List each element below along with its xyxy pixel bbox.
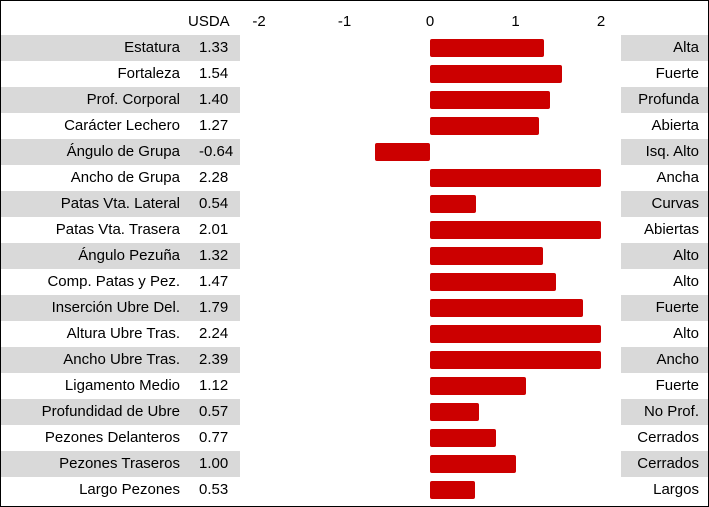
table-row: Ancho de Grupa 2.28 Ancha — [1, 165, 708, 191]
trait-value: 0.53 — [199, 481, 229, 498]
trait-value: 1.12 — [199, 377, 229, 394]
trait-label: Inserción Ubre Del. — [51, 299, 180, 316]
trait-value: 2.39 — [199, 351, 229, 368]
trait-value: 0.57 — [199, 403, 229, 420]
table-row: Estatura 1.33 Alta — [1, 35, 708, 61]
trait-value: 1.47 — [199, 273, 229, 290]
trait-label: Ángulo Pezuña — [78, 247, 180, 264]
trait-bar — [430, 325, 601, 343]
trait-bar — [430, 351, 601, 369]
table-row: Ángulo de Grupa -0.64 Isq. Alto — [1, 139, 708, 165]
trait-label: Estatura — [124, 39, 180, 56]
table-row: Pezones Traseros 1.00 Cerrados — [1, 451, 708, 477]
trait-label: Patas Vta. Lateral — [60, 195, 180, 212]
trait-rows: Estatura 1.33 Alta Fortaleza 1.54 Fuerte Prof.… — [1, 35, 708, 503]
trait-bar — [430, 455, 516, 473]
x-tick-label: 1 — [511, 13, 520, 30]
trait-value: 1.00 — [199, 455, 229, 472]
trait-label: Largo Pezones — [79, 481, 180, 498]
trait-value: 2.24 — [199, 325, 229, 342]
trait-bar — [430, 481, 476, 499]
x-tick-label: 2 — [596, 13, 606, 30]
table-row: Comp. Patas y Pez. 1.47 Alto — [1, 269, 708, 295]
trait-bar — [430, 247, 543, 265]
trait-label: Altura Ubre Tras. — [66, 325, 180, 342]
trait-bar — [430, 377, 526, 395]
table-row: Fortaleza 1.54 Fuerte — [1, 61, 708, 87]
trait-label: Prof. Corporal — [86, 91, 180, 108]
table-row: Prof. Corporal 1.40 Profunda — [1, 87, 708, 113]
table-row: Carácter Lechero 1.27 Abierta — [1, 113, 708, 139]
trait-descriptor: Alto — [673, 273, 699, 290]
trait-value: 1.79 — [199, 299, 229, 316]
trait-descriptor: No Prof. — [643, 403, 699, 420]
table-row: Profundidad de Ubre 0.57 No Prof. — [1, 399, 708, 425]
trait-bar — [430, 39, 544, 57]
trait-label: Pezones Delanteros — [44, 429, 180, 446]
table-row: Patas Vta. Lateral 0.54 Curvas — [1, 191, 708, 217]
trait-descriptor: Abierta — [651, 117, 699, 134]
trait-value: 1.33 — [199, 39, 229, 56]
trait-value: 1.27 — [199, 117, 229, 134]
trait-descriptor: Profunda — [638, 91, 699, 108]
trait-descriptor: Abiertas — [643, 221, 699, 238]
trait-bar — [430, 221, 601, 239]
table-row: Ángulo Pezuña 1.32 Alto — [1, 243, 708, 269]
trait-value: -0.64 — [199, 143, 234, 160]
x-tick-label: -1 — [337, 13, 352, 30]
trait-descriptor: Cerrados — [637, 429, 699, 446]
trait-bar — [375, 143, 430, 161]
trait-bar — [430, 273, 556, 291]
trait-bar — [430, 65, 562, 83]
table-row: Ancho Ubre Tras. 2.39 Ancho — [1, 347, 708, 373]
table-row: Ligamento Medio 1.12 Fuerte — [1, 373, 708, 399]
table-row: Patas Vta. Trasera 2.01 Abiertas — [1, 217, 708, 243]
trait-label: Fortaleza — [117, 65, 180, 82]
trait-label: Pezones Traseros — [59, 455, 180, 472]
trait-bar — [430, 299, 584, 317]
trait-descriptor: Fuerte — [655, 299, 699, 316]
trait-label: Ancho de Grupa — [70, 169, 180, 186]
trait-bar — [430, 117, 539, 135]
table-row: Largo Pezones 0.53 Largos — [1, 477, 708, 503]
trait-value: 1.40 — [199, 91, 229, 108]
value-column-header: USDA — [188, 13, 230, 30]
trait-bar — [430, 91, 550, 109]
trait-value: 0.54 — [199, 195, 229, 212]
trait-label: Ancho Ubre Tras. — [63, 351, 180, 368]
trait-value: 0.77 — [199, 429, 229, 446]
plot-cell — [240, 139, 621, 165]
trait-descriptor: Alta — [673, 39, 699, 56]
trait-bar — [430, 169, 601, 187]
trait-descriptor: Fuerte — [655, 377, 699, 394]
trait-descriptor: Fuerte — [655, 65, 699, 82]
x-tick-label: 0 — [425, 13, 435, 30]
trait-value: 1.54 — [199, 65, 229, 82]
trait-value: 1.32 — [199, 247, 229, 264]
trait-label: Profundidad de Ubre — [41, 403, 180, 420]
trait-bar — [430, 195, 477, 213]
table-row: Altura Ubre Tras. 2.24 Alto — [1, 321, 708, 347]
x-tick-label: -2 — [252, 13, 266, 30]
trait-descriptor: Curvas — [651, 195, 699, 212]
trait-descriptor: Alto — [673, 247, 699, 264]
trait-descriptor: Alto — [673, 325, 699, 342]
trait-value: 2.01 — [199, 221, 229, 238]
trait-bar — [430, 403, 479, 421]
trait-label: Comp. Patas y Pez. — [47, 273, 180, 290]
trait-label: Ángulo de Grupa — [66, 143, 180, 160]
trait-label: Ligamento Medio — [64, 377, 180, 394]
trait-descriptor: Isq. Alto — [645, 143, 699, 160]
trait-label: Patas Vta. Trasera — [55, 221, 180, 238]
trait-descriptor: Ancha — [656, 169, 699, 186]
trait-descriptor: Cerrados — [637, 455, 699, 472]
trait-value: 2.28 — [199, 169, 229, 186]
trait-descriptor: Largos — [653, 481, 699, 498]
trait-label: Carácter Lechero — [64, 117, 180, 134]
table-row: Pezones Delanteros 0.77 Cerrados — [1, 425, 708, 451]
trait-bar — [430, 429, 496, 447]
table-row: Inserción Ubre Del. 1.79 Fuerte — [1, 295, 708, 321]
trait-descriptor: Ancho — [656, 351, 699, 368]
